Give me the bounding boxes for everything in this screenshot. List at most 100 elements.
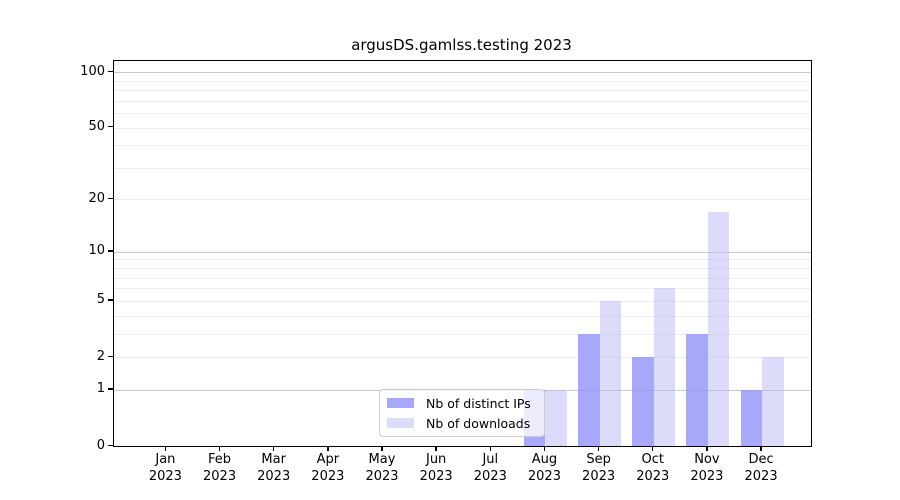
gridline-minor xyxy=(114,113,811,115)
x-tick-month: Dec xyxy=(748,452,774,467)
gridline-minor xyxy=(114,288,811,290)
x-tick-label-sep: Sep 2023 xyxy=(569,452,629,485)
x-tick-year: 2023 xyxy=(419,468,453,484)
bar-downloads-oct xyxy=(653,288,676,446)
bar-downloads-dec xyxy=(762,357,784,446)
x-tick-year: 2023 xyxy=(203,468,237,484)
gridline-minor xyxy=(114,357,811,358)
x-tick-mark xyxy=(489,446,491,451)
legend-swatch-downloads xyxy=(387,418,414,428)
y-tick-label: 1 xyxy=(96,381,105,397)
x-tick-label-may: May 2023 xyxy=(352,452,412,485)
x-tick-label-aug: Aug 2023 xyxy=(514,452,574,485)
gridline-minor xyxy=(114,145,811,147)
x-tick-mark xyxy=(760,446,762,451)
y-tick-mark xyxy=(108,126,113,128)
bar-distinct-ips-sep xyxy=(578,333,600,446)
gridline-minor xyxy=(114,259,811,261)
y-tick-mark xyxy=(108,388,113,390)
x-tick-label-jul: Jul 2023 xyxy=(460,452,520,485)
x-tick-mark xyxy=(327,446,329,451)
x-tick-month: Apr xyxy=(316,452,340,467)
x-tick-month: Jul xyxy=(482,452,499,467)
x-tick-month: Sep xyxy=(586,452,611,467)
x-tick-month: May xyxy=(368,452,396,467)
x-tick-year: 2023 xyxy=(744,468,778,484)
x-tick-mark xyxy=(164,446,167,451)
gridline-minor xyxy=(114,333,811,335)
y-tick-label: 5 xyxy=(96,292,105,308)
y-tick-label: 10 xyxy=(88,243,105,259)
y-tick-mark xyxy=(108,355,113,357)
x-tick-mark xyxy=(218,446,221,451)
x-tick-month: Jan xyxy=(155,452,176,467)
bar-downloads-aug xyxy=(545,389,567,446)
legend: Nb of distinct IPs Nb of downloads xyxy=(379,389,545,437)
legend-swatch-distinct-ips xyxy=(387,398,414,408)
x-tick-month: Feb xyxy=(208,452,232,467)
x-tick-year: 2023 xyxy=(365,468,399,484)
x-tick-month: Aug xyxy=(531,452,558,467)
y-tick-label: 0 xyxy=(96,437,105,453)
gridline-major xyxy=(114,251,811,253)
x-tick-label-nov: Nov 2023 xyxy=(677,452,737,485)
x-tick-year: 2023 xyxy=(582,468,616,484)
y-tick-label: 100 xyxy=(80,63,105,79)
gridline-minor xyxy=(114,127,811,129)
bar-distinct-ips-oct xyxy=(632,357,654,446)
x-tick-mark xyxy=(652,446,654,451)
x-tick-label-dec: Dec 2023 xyxy=(731,452,791,485)
x-tick-year: 2023 xyxy=(257,468,291,484)
y-tick-mark xyxy=(108,250,113,252)
gridline-major xyxy=(114,72,811,74)
gridline-minor xyxy=(114,80,811,82)
x-tick-mark xyxy=(543,446,546,451)
legend-item-distinct-ips: Nb of distinct IPs xyxy=(387,395,544,411)
x-tick-month: Jun xyxy=(425,452,447,467)
x-tick-month: Mar xyxy=(261,452,286,467)
x-tick-year: 2023 xyxy=(527,468,561,484)
x-tick-mark xyxy=(273,446,275,451)
x-tick-year: 2023 xyxy=(473,468,507,484)
x-tick-label-mar: Mar 2023 xyxy=(244,452,304,485)
legend-label-distinct-ips: Nb of distinct IPs xyxy=(426,395,531,411)
gridline-minor xyxy=(114,167,811,169)
plot-area xyxy=(113,60,812,447)
y-tick-mark xyxy=(108,444,113,446)
x-tick-mark xyxy=(597,446,600,451)
y-tick-mark xyxy=(108,70,113,73)
x-tick-label-oct: Oct 2023 xyxy=(623,452,683,485)
chart-title: argusDS.gamlss.testing 2023 xyxy=(351,36,572,54)
gridline-minor xyxy=(114,199,811,201)
x-tick-label-feb: Feb 2023 xyxy=(190,452,250,485)
y-tick-mark xyxy=(108,299,113,301)
x-tick-year: 2023 xyxy=(311,468,345,484)
legend-label-downloads: Nb of downloads xyxy=(426,415,531,431)
x-tick-mark xyxy=(706,446,708,451)
bar-downloads-nov xyxy=(707,211,730,446)
gridline-minor xyxy=(114,268,811,270)
x-tick-mark xyxy=(435,446,437,451)
x-tick-label-jun: Jun 2023 xyxy=(406,452,466,485)
x-tick-mark xyxy=(381,446,383,451)
gridline-minor xyxy=(114,277,811,279)
x-tick-label-jan: Jan 2023 xyxy=(135,452,195,485)
gridline-minor xyxy=(114,100,811,102)
y-tick-label: 20 xyxy=(88,190,105,206)
x-tick-month: Nov xyxy=(694,452,720,467)
bar-downloads-sep xyxy=(599,300,622,446)
x-tick-year: 2023 xyxy=(690,468,724,484)
x-tick-month: Oct xyxy=(641,452,664,467)
x-tick-year: 2023 xyxy=(148,468,182,484)
y-tick-label: 50 xyxy=(88,119,105,135)
y-tick-label: 2 xyxy=(96,348,105,364)
gridline-minor xyxy=(114,90,811,92)
legend-item-downloads: Nb of downloads xyxy=(387,415,544,431)
gridline-minor xyxy=(114,300,811,302)
x-tick-year: 2023 xyxy=(636,468,670,484)
x-tick-label-apr: Apr 2023 xyxy=(298,452,358,485)
gridline-minor xyxy=(114,315,811,317)
y-tick-mark xyxy=(108,197,113,200)
bar-distinct-ips-dec xyxy=(740,389,763,446)
